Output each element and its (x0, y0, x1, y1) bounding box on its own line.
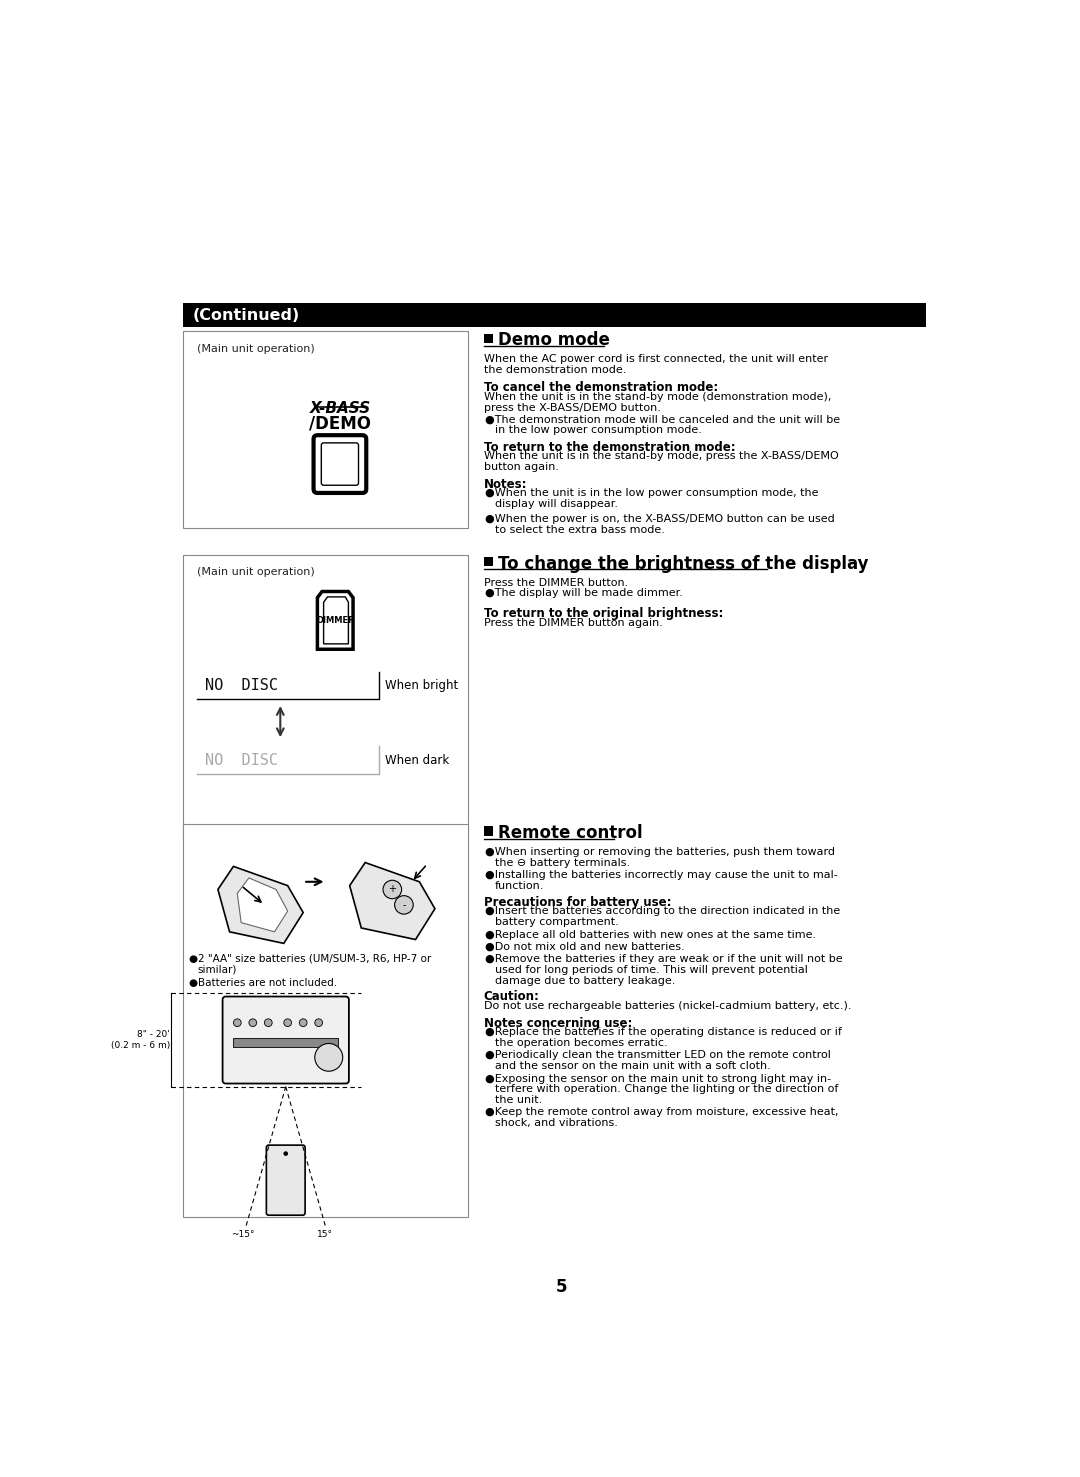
Circle shape (394, 895, 414, 914)
Circle shape (314, 1019, 323, 1027)
Text: ●When the power is on, the X-BASS/DEMO button can be used: ●When the power is on, the X-BASS/DEMO b… (485, 514, 835, 524)
Circle shape (284, 1019, 292, 1027)
Text: Do not use rechargeable batteries (nickel-cadmium battery, etc.).: Do not use rechargeable batteries (nicke… (484, 1001, 851, 1012)
Text: ●The display will be made dimmer.: ●The display will be made dimmer. (485, 588, 684, 598)
Text: To return to the original brightness:: To return to the original brightness: (484, 607, 724, 620)
Text: ●Installing the batteries incorrectly may cause the unit to mal-: ●Installing the batteries incorrectly ma… (485, 870, 838, 880)
Text: to select the extra bass mode.: to select the extra bass mode. (495, 524, 664, 535)
Text: When dark: When dark (386, 753, 449, 767)
Text: ●Do not mix old and new batteries.: ●Do not mix old and new batteries. (485, 942, 685, 951)
Text: used for long periods of time. This will prevent potential: used for long periods of time. This will… (495, 964, 808, 975)
Bar (484, 557, 494, 566)
Text: When the AC power cord is first connected, the unit will enter: When the AC power cord is first connecte… (484, 354, 828, 365)
Circle shape (383, 880, 402, 898)
FancyBboxPatch shape (267, 1145, 306, 1216)
Text: To return to the demonstration mode:: To return to the demonstration mode: (484, 440, 735, 453)
Text: Notes concerning use:: Notes concerning use: (484, 1016, 632, 1029)
Text: the ⊖ battery terminals.: the ⊖ battery terminals. (495, 858, 630, 868)
Text: 15°: 15° (316, 1230, 333, 1239)
Circle shape (265, 1019, 272, 1027)
Text: To change the brightness of the display: To change the brightness of the display (498, 554, 868, 573)
Text: in the low power consumption mode.: in the low power consumption mode. (495, 425, 702, 436)
Polygon shape (324, 597, 349, 644)
Text: Press the DIMMER button again.: Press the DIMMER button again. (484, 617, 663, 628)
Text: (Main unit operation): (Main unit operation) (197, 344, 314, 353)
Text: function.: function. (495, 880, 544, 891)
FancyBboxPatch shape (313, 436, 366, 493)
Circle shape (283, 1151, 288, 1156)
FancyBboxPatch shape (322, 443, 359, 486)
Text: press the X-BASS/DEMO button.: press the X-BASS/DEMO button. (484, 403, 661, 414)
Text: ●When inserting or removing the batteries, push them toward: ●When inserting or removing the batterie… (485, 848, 835, 857)
Text: X-BASS: X-BASS (309, 400, 370, 415)
Text: ●Remove the batteries if they are weak or if the unit will not be: ●Remove the batteries if they are weak o… (485, 954, 842, 964)
Bar (183, 824, 469, 1217)
Text: the unit.: the unit. (495, 1094, 542, 1105)
Text: Press the DIMMER button.: Press the DIMMER button. (484, 578, 627, 588)
Text: When the unit is in the stand-by mode, press the X-BASS/DEMO: When the unit is in the stand-by mode, p… (484, 452, 838, 461)
Text: ●Replace the batteries if the operating distance is reduced or if: ●Replace the batteries if the operating … (485, 1028, 842, 1037)
Text: NO  DISC: NO DISC (205, 678, 278, 693)
Bar (484, 334, 494, 343)
Text: ●When the unit is in the low power consumption mode, the: ●When the unit is in the low power consu… (485, 489, 819, 498)
Polygon shape (318, 591, 353, 650)
Text: the demonstration mode.: the demonstration mode. (484, 365, 626, 375)
Polygon shape (350, 863, 435, 939)
Text: the operation becomes erratic.: the operation becomes erratic. (495, 1038, 667, 1049)
Text: button again.: button again. (484, 462, 558, 473)
Text: ~15°: ~15° (231, 1230, 255, 1239)
Text: ●Exposing the sensor on the main unit to strong light may in-: ●Exposing the sensor on the main unit to… (485, 1074, 832, 1084)
Text: ●Replace all old batteries with new ones at the same time.: ●Replace all old batteries with new ones… (485, 929, 816, 939)
Bar (183, 331, 469, 527)
Bar (183, 303, 926, 328)
Text: Precautions for battery use:: Precautions for battery use: (484, 895, 672, 908)
FancyBboxPatch shape (222, 997, 349, 1084)
Text: terfere with operation. Change the lighting or the direction of: terfere with operation. Change the light… (495, 1084, 838, 1094)
Text: and the sensor on the main unit with a soft cloth.: and the sensor on the main unit with a s… (495, 1060, 770, 1071)
Text: When bright: When bright (386, 679, 459, 691)
Text: shock, and vibrations.: shock, and vibrations. (495, 1118, 618, 1128)
Text: ●2 "AA" size batteries (UM/SUM-3, R6, HP-7 or: ●2 "AA" size batteries (UM/SUM-3, R6, HP… (189, 953, 432, 963)
Polygon shape (238, 877, 287, 932)
Text: 8" - 20'
(0.2 m - 6 m): 8" - 20' (0.2 m - 6 m) (110, 1031, 170, 1050)
Text: battery compartment.: battery compartment. (495, 917, 619, 928)
Bar (183, 554, 469, 836)
Text: ●Insert the batteries according to the direction indicated in the: ●Insert the batteries according to the d… (485, 907, 840, 916)
Text: ●The demonstration mode will be canceled and the unit will be: ●The demonstration mode will be canceled… (485, 415, 840, 424)
Text: ●Batteries are not included.: ●Batteries are not included. (189, 978, 337, 988)
Polygon shape (218, 867, 303, 944)
Bar (233, 1038, 338, 1047)
Text: To cancel the demonstration mode:: To cancel the demonstration mode: (484, 381, 718, 394)
Text: display will disappear.: display will disappear. (495, 499, 618, 510)
Text: (Continued): (Continued) (192, 307, 299, 322)
Text: similar): similar) (197, 964, 237, 975)
Text: +: + (389, 885, 396, 895)
Circle shape (314, 1043, 342, 1071)
Circle shape (233, 1019, 241, 1027)
Text: -: - (402, 899, 406, 910)
Text: ●Periodically clean the transmitter LED on the remote control: ●Periodically clean the transmitter LED … (485, 1050, 832, 1060)
Text: Remote control: Remote control (498, 824, 643, 842)
Bar (484, 826, 494, 836)
Text: 5: 5 (555, 1278, 567, 1297)
Text: When the unit is in the stand-by mode (demonstration mode),: When the unit is in the stand-by mode (d… (484, 391, 832, 402)
Text: NO  DISC: NO DISC (205, 753, 278, 768)
Text: ●Keep the remote control away from moisture, excessive heat,: ●Keep the remote control away from moist… (485, 1108, 839, 1118)
Circle shape (248, 1019, 257, 1027)
Text: /DEMO: /DEMO (309, 415, 370, 433)
Text: (Main unit operation): (Main unit operation) (197, 567, 314, 578)
Text: damage due to battery leakage.: damage due to battery leakage. (495, 976, 675, 985)
Text: Notes:: Notes: (484, 477, 527, 490)
Text: DIMMER: DIMMER (316, 616, 354, 625)
Text: Demo mode: Demo mode (498, 331, 609, 349)
Circle shape (299, 1019, 307, 1027)
Text: Caution:: Caution: (484, 991, 540, 1003)
